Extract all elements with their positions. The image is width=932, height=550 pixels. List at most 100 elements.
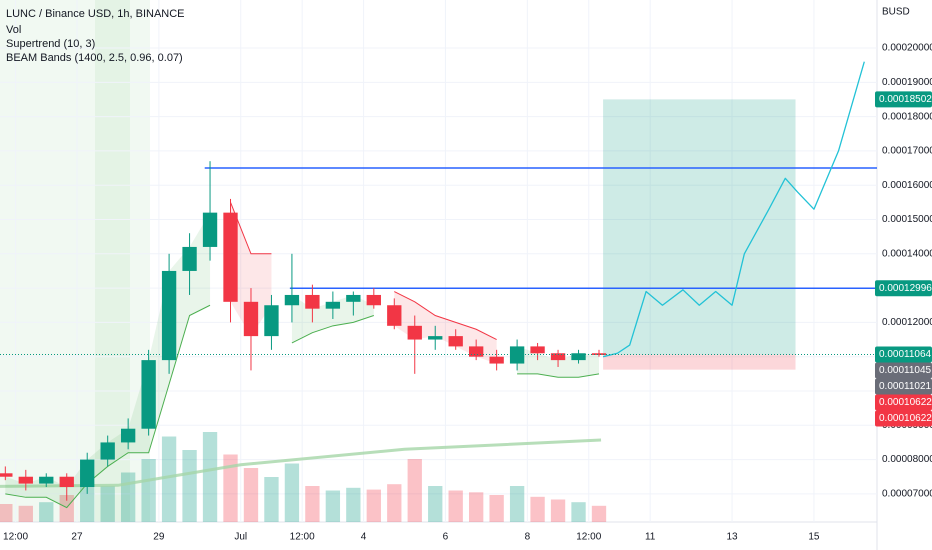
price-label: 0.00011045 <box>879 365 932 376</box>
volume-bar <box>387 484 402 522</box>
candle-body <box>571 353 586 361</box>
candle-body <box>80 459 95 488</box>
volume-bar <box>448 490 463 522</box>
supertrend-line <box>291 315 374 344</box>
x-tick-label: 11 <box>645 532 656 543</box>
x-tick-label: 6 <box>443 532 449 543</box>
volume-bar <box>489 495 504 522</box>
y-tick-label: 0.00008000 <box>882 454 932 465</box>
candle-body <box>182 246 197 271</box>
candle-body <box>428 336 443 340</box>
candle-body <box>550 353 566 361</box>
candle-body <box>284 294 300 306</box>
y-tick-label: 0.00015000 <box>882 214 932 225</box>
candle-body <box>489 356 504 364</box>
y-tick-label: 0.00018000 <box>882 111 932 122</box>
volume-bar <box>571 502 586 522</box>
candle-body <box>18 476 33 484</box>
candle-body <box>39 476 54 484</box>
chart-title: LUNC / Binance USD, 1h, BINANCE <box>6 8 185 20</box>
x-tick-label: 13 <box>726 532 738 543</box>
candle-body <box>305 294 320 309</box>
candle-body <box>243 301 259 337</box>
price-label-box <box>875 394 932 411</box>
volume-bar <box>428 486 443 522</box>
volume-bar <box>264 477 279 522</box>
candle-body <box>469 346 484 357</box>
currency-label: BUSD <box>882 7 910 18</box>
volume-bar <box>509 486 525 522</box>
candle-body <box>591 353 607 355</box>
volume-bar <box>161 436 177 522</box>
supertrend-fill <box>230 202 272 337</box>
candle-body <box>223 212 238 302</box>
y-tick-label: 0.00019000 <box>882 77 932 88</box>
x-tick-label: 8 <box>525 532 531 543</box>
volume-bar <box>284 463 300 522</box>
candle-body <box>366 294 381 306</box>
volume-bar <box>18 505 33 522</box>
candle-body <box>264 305 279 337</box>
volume-bar <box>120 472 136 522</box>
supertrend-line <box>517 373 600 378</box>
volume-bar <box>100 486 115 522</box>
volume-bar <box>530 496 545 522</box>
x-tick-label: Jul <box>234 532 247 543</box>
x-tick-label: 4 <box>361 532 367 543</box>
candle-body <box>202 212 218 247</box>
price-label: 0.00012996 <box>879 283 932 294</box>
price-label-box <box>875 280 932 297</box>
volume-bar <box>366 489 381 522</box>
volume-bar <box>550 499 566 522</box>
y-tick-label: 0.00020000 <box>882 43 932 54</box>
price-label: 0.00011021 <box>879 381 932 392</box>
candle-body <box>0 473 13 477</box>
supertrend-line <box>5 304 211 509</box>
candle-body <box>141 360 156 429</box>
plot <box>0 0 877 522</box>
candle-body <box>530 346 545 354</box>
indicator-label: Vol <box>6 24 21 36</box>
candle-body <box>407 325 422 340</box>
price-label-box <box>875 362 932 379</box>
volume-bar <box>202 432 218 522</box>
x-tick-label: 29 <box>153 532 165 543</box>
volume-bar <box>407 459 422 522</box>
x-tick-label: 15 <box>808 532 820 543</box>
candle-body <box>387 305 402 326</box>
volume-bar <box>39 502 54 522</box>
candle-body <box>59 476 74 488</box>
y-tick-label: 0.00016000 <box>882 180 932 191</box>
y-tick-label: 0.00007000 <box>882 489 932 500</box>
volume-bar <box>141 459 156 522</box>
volume-bar <box>469 492 484 522</box>
y-tick-label: 0.00014000 <box>882 248 932 259</box>
volume-bar <box>80 481 95 522</box>
candle-body <box>100 442 115 460</box>
stop-zone <box>603 354 796 370</box>
volume-bar <box>346 487 361 522</box>
indicator-label: BEAM Bands (1400, 2.5, 0.96, 0.07) <box>6 52 183 64</box>
candle-body <box>346 294 361 302</box>
volume-bar <box>243 468 259 522</box>
supertrend-fill <box>394 291 497 364</box>
candle-body <box>448 336 463 347</box>
beam-band-line <box>0 438 602 488</box>
candle-body <box>161 270 177 361</box>
price-label: 0.00011064 <box>879 349 932 360</box>
y-tick-label: 0.00017000 <box>882 146 932 157</box>
candle-body <box>120 428 136 443</box>
volume-bar <box>0 504 13 522</box>
y-tick-label: 0.00012000 <box>882 317 932 328</box>
price-label: 0.00010622 <box>879 397 932 408</box>
price-label: 0.00018502 <box>879 94 932 105</box>
volume-bar <box>182 450 197 522</box>
x-tick-label: 12:00 <box>3 532 28 543</box>
projection-line <box>602 61 865 358</box>
x-tick-label: 12:00 <box>576 532 601 543</box>
indicator-label: Supertrend (10, 3) <box>6 38 95 50</box>
price-label-box <box>875 378 932 395</box>
